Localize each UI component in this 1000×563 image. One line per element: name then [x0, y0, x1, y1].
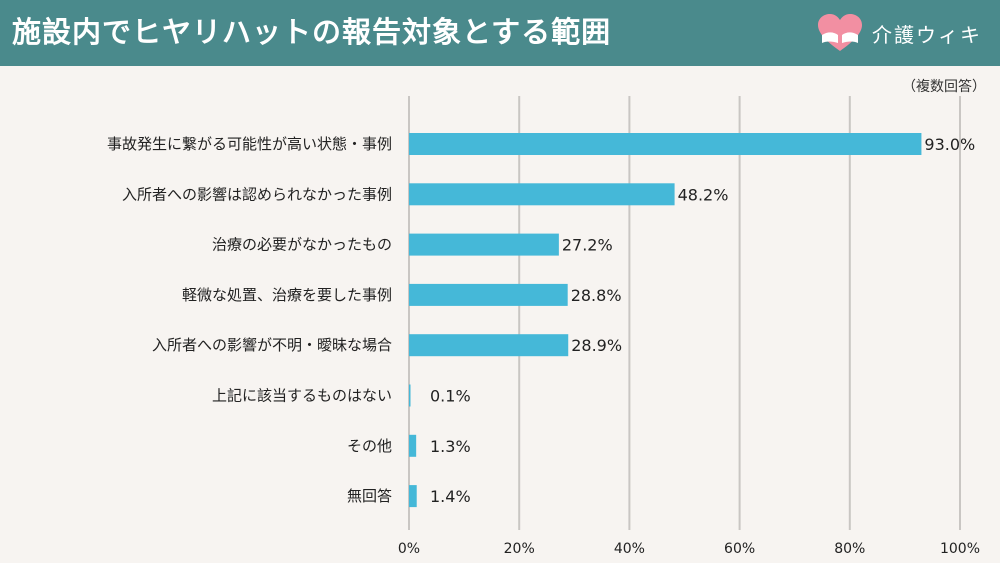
- data-label: 1.3%: [430, 437, 471, 456]
- x-tick-label: 60%: [724, 541, 755, 557]
- bar: [409, 283, 568, 306]
- category-label: 無回答: [347, 487, 392, 505]
- bar: [409, 384, 411, 407]
- bar: [409, 434, 417, 457]
- bar: [409, 334, 569, 357]
- page-title: 施設内でヒヤリハットの報告対象とする範囲: [12, 15, 612, 49]
- data-label: 93.0%: [924, 135, 975, 154]
- data-label: 28.8%: [571, 286, 622, 305]
- brand-name: 介護ウィキ: [872, 22, 982, 47]
- brand-logo: 介護ウィキ: [816, 9, 982, 57]
- heart-hands-icon: [818, 14, 862, 51]
- category-label: 上記に該当するものはない: [212, 387, 392, 405]
- data-label: 1.4%: [430, 487, 471, 506]
- bar: [409, 485, 417, 508]
- category-label: その他: [347, 437, 392, 455]
- category-label: 事故発生に繋がる可能性が高い状態・事例: [107, 135, 392, 153]
- x-tick-label: 0%: [398, 541, 420, 557]
- category-label: 入所者への影響が不明・曖昧な場合: [152, 336, 392, 354]
- category-label: 入所者への影響は認められなかった事例: [122, 185, 392, 203]
- bar: [409, 233, 559, 256]
- x-tick-label: 40%: [614, 541, 645, 557]
- x-tick-label: 80%: [834, 541, 865, 557]
- bar: [409, 183, 675, 206]
- data-label: 27.2%: [562, 236, 613, 255]
- category-label: 軽微な処置、治療を要した事例: [182, 286, 392, 304]
- data-label: 28.9%: [571, 336, 622, 355]
- data-label: 48.2%: [678, 185, 729, 204]
- x-tick-label: 100%: [940, 541, 980, 557]
- multiple-answer-note: （複数回答）: [902, 79, 986, 95]
- header-bar: 施設内でヒヤリハットの報告対象とする範囲 介護ウィキ: [0, 0, 1000, 66]
- category-label: 治療の必要がなかったもの: [212, 236, 392, 254]
- x-tick-label: 20%: [504, 541, 535, 557]
- bar: [409, 133, 922, 155]
- data-label: 0.1%: [430, 387, 471, 406]
